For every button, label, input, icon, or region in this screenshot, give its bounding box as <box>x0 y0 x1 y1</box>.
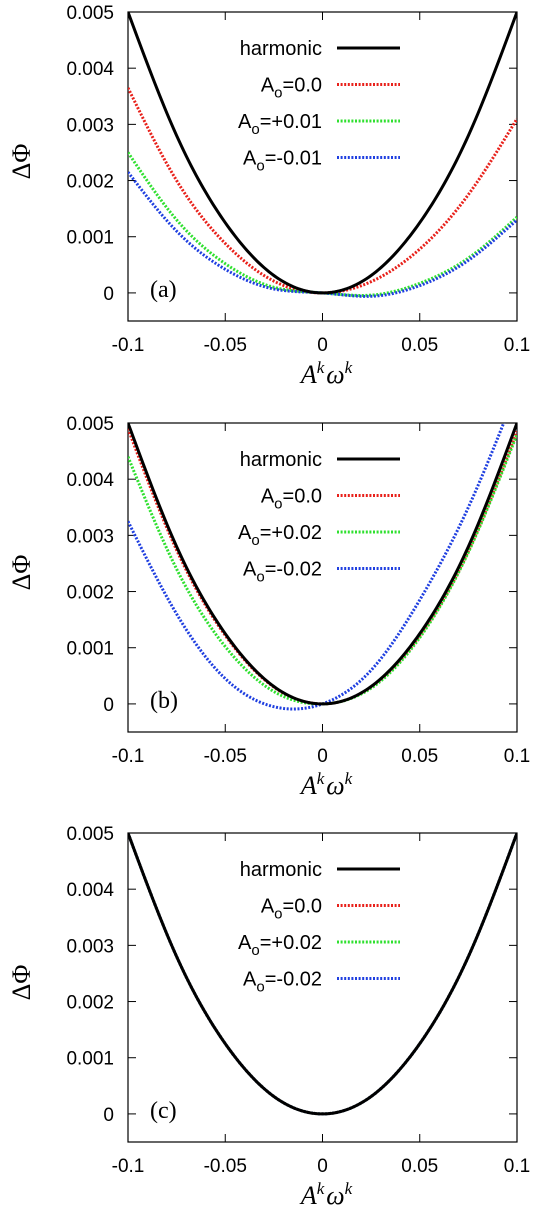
series-line-a-o-0-01 <box>128 171 517 298</box>
y-tick-label: 0.005 <box>66 3 114 24</box>
x-tick-label: 0 <box>317 335 328 356</box>
series-line-a-o-0-02 <box>128 833 517 1116</box>
legend: harmonic Ao=0.0 Ao=+0.02 Ao=-0.02 <box>238 449 400 586</box>
series-line-harmonic <box>128 12 517 295</box>
series-line-harmonic <box>128 833 517 1116</box>
y-tick-label: 0.003 <box>66 115 114 136</box>
x-tick-label: -0.1 <box>112 335 145 356</box>
x-tick-label: 0.05 <box>401 335 438 356</box>
legend-label: harmonic <box>240 859 322 881</box>
series-line-a-o-0-0 <box>128 87 517 295</box>
y-tick-label: 0.005 <box>66 414 114 435</box>
legend-label: Ao=-0.02 <box>243 969 322 996</box>
y-tick-label: 0.002 <box>66 172 114 193</box>
x-tick-label: 0 <box>317 1156 328 1177</box>
y-tick-label: 0.003 <box>66 936 114 957</box>
legend-label: Ao=0.0 <box>261 486 322 513</box>
legend-label: Ao=+0.01 <box>238 111 322 138</box>
x-tick-label: -0.05 <box>204 335 247 356</box>
x-tick-label: 0.05 <box>401 746 438 767</box>
chart-panel-a: 0 0.001 0.002 0.003 0.004 0.005 -0.1 -0.05 0 0.05… <box>7 3 530 389</box>
x-axis-label: Akωk <box>299 1179 353 1210</box>
chart-panel-c: 0 0.001 0.002 0.003 0.004 0.005 -0.1 -0.05 0 0.05… <box>7 824 530 1210</box>
legend-label: harmonic <box>240 38 322 60</box>
legend-label: harmonic <box>240 449 322 471</box>
y-tick-label: 0.001 <box>66 1049 114 1070</box>
legend: harmonic Ao=0.0 Ao=+0.01 Ao=-0.01 <box>238 38 400 175</box>
y-tick-label: 0.005 <box>66 824 114 845</box>
y-axis-label: ΔΦ <box>7 555 36 591</box>
y-tick-label: 0 <box>103 1105 114 1126</box>
y-tick-label: 0 <box>103 284 114 305</box>
x-tick-label: -0.05 <box>204 1156 247 1177</box>
x-axis-label: Akωk <box>299 358 353 389</box>
y-tick-label: 0.004 <box>66 59 114 80</box>
panel-label: (b) <box>150 688 178 714</box>
x-tick-label: 0.1 <box>504 746 530 767</box>
series-line-a-o-0-02 <box>128 833 517 1116</box>
y-tick-label: 0.002 <box>66 583 114 604</box>
series-line-a-o-0-02 <box>128 423 506 711</box>
y-tick-label: 0.004 <box>66 470 114 491</box>
x-tick-label: 0 <box>317 746 328 767</box>
y-tick-label: 0.004 <box>66 880 114 901</box>
x-axis-label: Akωk <box>299 769 353 800</box>
chart-panel-b: 0 0.001 0.002 0.003 0.004 0.005 -0.1 -0.05 0 0.05… <box>7 414 530 800</box>
x-tick-label: 0.05 <box>401 1156 438 1177</box>
y-tick-label: 0 <box>103 695 114 716</box>
plot-frame <box>127 832 518 1143</box>
y-axis-label: ΔΦ <box>7 965 36 1001</box>
y-axis-label: ΔΦ <box>7 144 36 180</box>
x-tick-label: -0.05 <box>204 746 247 767</box>
legend-label: Ao=+0.02 <box>238 522 322 549</box>
legend-label: Ao=-0.02 <box>243 559 322 586</box>
x-tick-label: -0.1 <box>112 746 145 767</box>
series-line-a-o-0-01 <box>128 151 517 297</box>
series-line-harmonic <box>128 423 517 706</box>
x-tick-label: 0.1 <box>504 1156 530 1177</box>
legend-label: Ao=0.0 <box>261 896 322 923</box>
legend: harmonic Ao=0.0 Ao=+0.02 Ao=-0.02 <box>238 859 400 996</box>
plot-frame <box>127 11 518 322</box>
series-line-a-o-0-0 <box>128 833 517 1116</box>
panel-label: (c) <box>150 1098 177 1124</box>
legend-label: Ao=-0.01 <box>243 148 322 175</box>
y-tick-label: 0.003 <box>66 526 114 547</box>
plot-frame <box>127 422 518 733</box>
legend-label: Ao=0.0 <box>261 75 322 102</box>
x-tick-label: 0.1 <box>504 335 530 356</box>
y-tick-label: 0.002 <box>66 993 114 1014</box>
y-tick-label: 0.001 <box>66 228 114 249</box>
legend-label: Ao=+0.02 <box>238 932 322 959</box>
y-tick-label: 0.001 <box>66 639 114 660</box>
x-tick-label: -0.1 <box>112 1156 145 1177</box>
panel-label: (a) <box>150 277 177 303</box>
